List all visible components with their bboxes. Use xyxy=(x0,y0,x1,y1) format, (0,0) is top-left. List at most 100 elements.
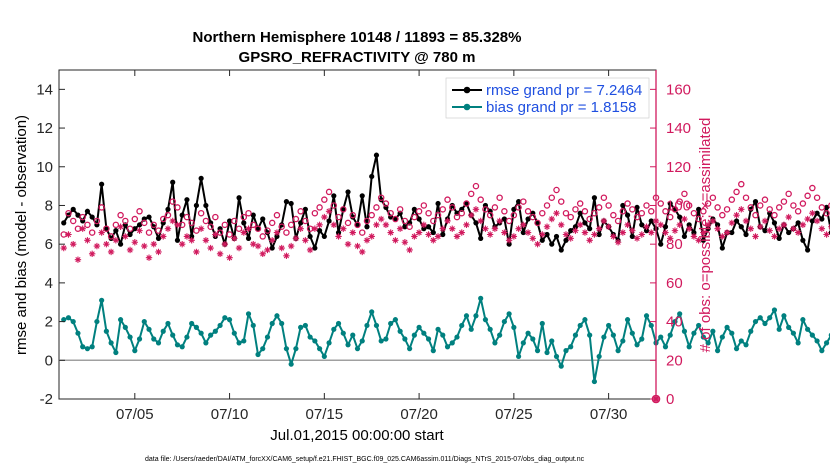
rmse-point xyxy=(340,206,346,212)
rmse-point xyxy=(629,233,635,240)
bias-point xyxy=(781,313,787,319)
rmse-point xyxy=(298,220,304,226)
rmse-point xyxy=(165,206,171,212)
obs-possible-marker xyxy=(311,209,319,217)
rmse-point xyxy=(264,229,271,236)
obs-assimilated-marker xyxy=(520,221,527,229)
obs-possible-marker xyxy=(728,196,736,203)
rmse-point xyxy=(378,197,384,203)
obs-assimilated-marker xyxy=(586,237,593,244)
bias-point xyxy=(264,334,271,340)
obs-possible-marker xyxy=(373,204,380,211)
rmse-point xyxy=(662,224,669,230)
bias-point xyxy=(800,317,806,323)
obs-possible-marker xyxy=(709,194,717,201)
bias-point xyxy=(814,338,820,344)
y-right-tick-label: 20 xyxy=(666,352,683,369)
bias-point xyxy=(160,328,166,334)
rmse-point xyxy=(189,233,195,240)
bias-point xyxy=(459,322,465,329)
obs-possible-marker xyxy=(681,190,688,198)
obs-possible-marker xyxy=(212,213,219,221)
bias-point xyxy=(757,315,763,321)
y-axis-right-label: # of obs: o=possible; ×=assimilated xyxy=(697,118,714,353)
bias-point xyxy=(165,320,171,327)
obs-assimilated-marker xyxy=(377,215,385,223)
bias-point xyxy=(75,330,81,336)
rmse-point xyxy=(577,210,583,216)
obs-possible-marker xyxy=(377,194,385,201)
obs-assimilated-marker xyxy=(103,240,110,248)
rmse-point xyxy=(729,229,735,236)
obs-assimilated-marker xyxy=(145,254,153,261)
obs-possible-marker xyxy=(88,229,96,236)
obs-assimilated-marker xyxy=(605,223,612,230)
rmse-point xyxy=(700,237,706,243)
y-axis-left: -2 0 2 4 6 8 10 12 14 xyxy=(36,81,65,408)
obs-assimilated-marker xyxy=(269,237,276,244)
obs-assimilated-marker xyxy=(425,231,432,238)
obs-possible-marker xyxy=(804,192,811,200)
y-right-tick-label: 100 xyxy=(666,197,691,214)
rmse-point xyxy=(696,206,702,212)
obs-possible-marker xyxy=(771,211,778,219)
obs-possible-marker xyxy=(69,217,77,225)
bias-point xyxy=(686,344,692,350)
obs-assimilated-marker xyxy=(74,256,82,263)
obs-assimilated-marker xyxy=(259,250,266,258)
obs-possible-marker xyxy=(505,217,513,225)
obs-assimilated-marker xyxy=(150,240,157,248)
obs-possible-marker xyxy=(648,208,655,215)
rmse-point xyxy=(430,229,436,236)
obs-assimilated-marker xyxy=(65,231,72,238)
obs-possible-marker xyxy=(273,211,281,219)
bias-point xyxy=(331,326,337,332)
rmse-point xyxy=(743,231,749,238)
rmse-point xyxy=(596,231,602,238)
obs-possible-marker xyxy=(141,219,148,227)
rmse-point xyxy=(61,220,67,226)
obs-possible-marker xyxy=(98,204,105,211)
obs-possible-marker xyxy=(325,188,333,196)
rmse-point xyxy=(762,228,768,234)
rmse-point xyxy=(544,231,550,238)
rmse-point xyxy=(473,220,479,226)
obs-assimilated-marker xyxy=(401,239,409,246)
bias-point xyxy=(217,322,223,329)
obs-assimilated-marker xyxy=(174,221,181,229)
bias-point xyxy=(724,324,730,330)
rmse-point xyxy=(283,199,290,205)
rmse-point xyxy=(369,173,375,180)
bias-point xyxy=(520,340,526,346)
obs-possible-marker xyxy=(287,221,295,229)
obs-assimilated-marker xyxy=(515,225,522,232)
obs-possible-marker xyxy=(719,211,726,219)
obs-assimilated-marker xyxy=(648,229,655,236)
obs-zero-assimilated-marker xyxy=(652,395,660,403)
obs-assimilated-marker xyxy=(539,231,546,238)
y-right-tick-label: 160 xyxy=(666,81,691,98)
obs-assimilated-marker xyxy=(283,252,290,259)
obs-assimilated-marker xyxy=(809,210,816,217)
rmse-point xyxy=(776,235,782,241)
obs-assimilated-marker xyxy=(681,215,688,223)
rmse-point xyxy=(681,233,688,240)
obs-assimilated-marker xyxy=(420,221,428,229)
bias-point xyxy=(226,317,233,323)
rmse-point xyxy=(686,222,692,228)
rmse-point xyxy=(416,216,422,222)
legend-box xyxy=(445,77,650,119)
obs-possible-marker xyxy=(174,204,181,211)
bias-point xyxy=(392,317,399,323)
obs-possible-marker xyxy=(226,231,233,238)
rmse-point xyxy=(805,247,811,253)
bias-point xyxy=(174,342,181,348)
legend: rmse grand pr = 7.2464 bias grand pr = 1… xyxy=(445,77,650,119)
rmse-point xyxy=(255,226,261,232)
rmse-point xyxy=(99,181,105,187)
bias-point xyxy=(449,340,455,346)
bias-point xyxy=(667,332,673,338)
rmse-point xyxy=(146,214,152,220)
obs-possible-marker xyxy=(756,202,764,209)
obs-assimilated-marker xyxy=(297,225,304,232)
